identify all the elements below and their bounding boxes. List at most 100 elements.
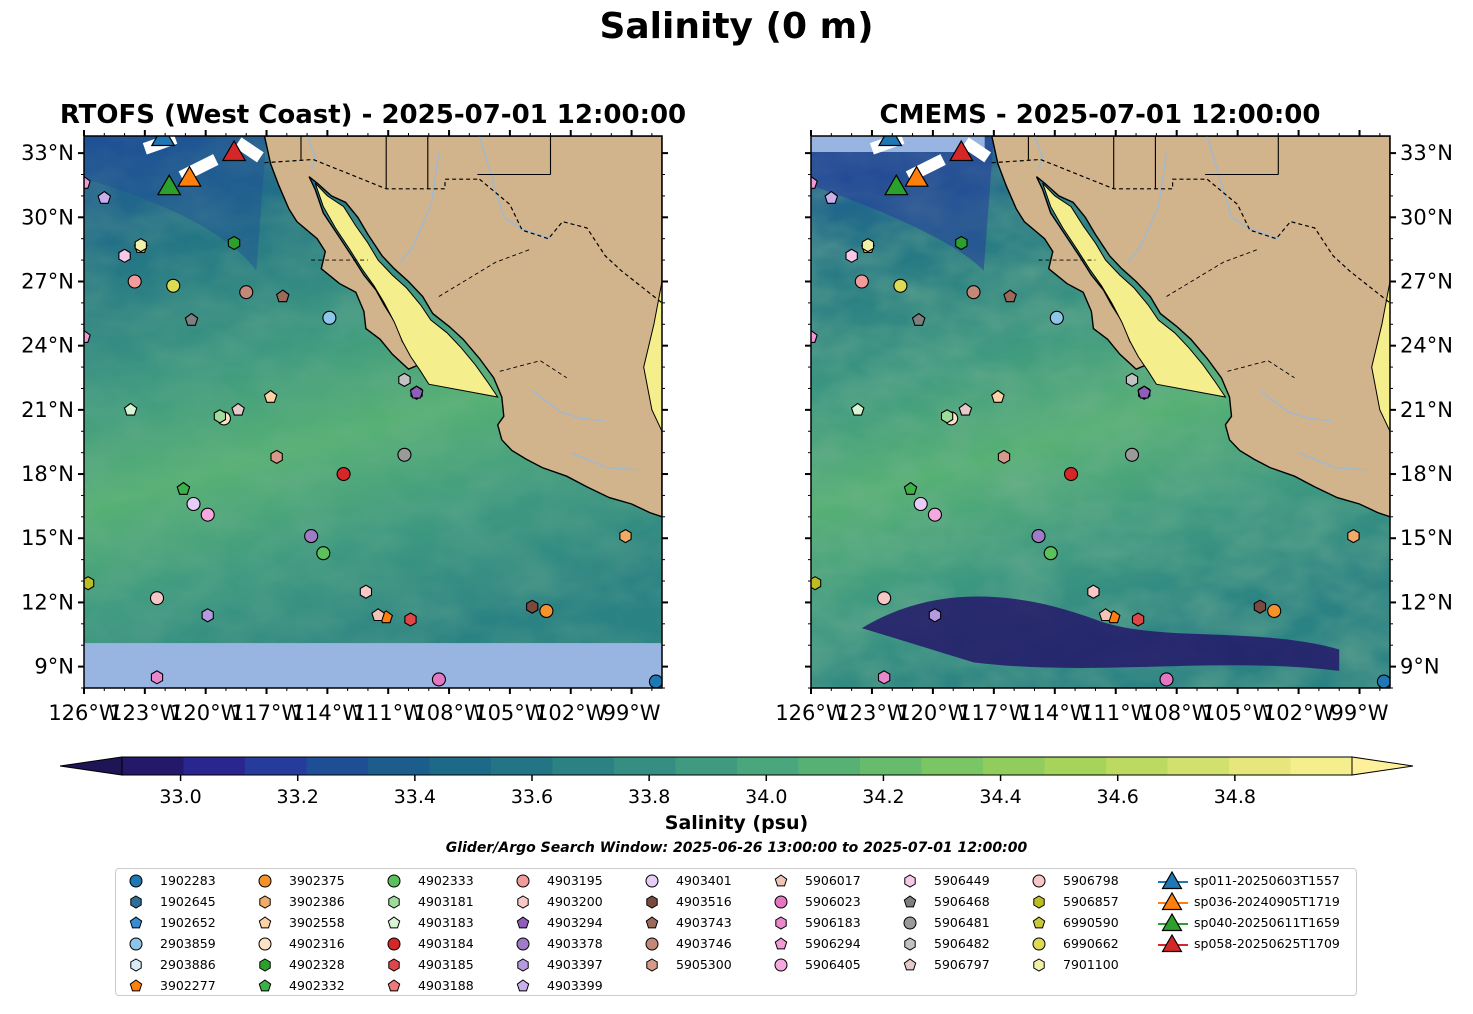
river-line	[478, 136, 551, 240]
river-line	[531, 390, 604, 422]
legend-label: 5906798	[1063, 873, 1119, 888]
gulf-of-california	[314, 182, 499, 398]
legend-label: 4903399	[547, 978, 603, 993]
legend-symbol	[645, 874, 659, 888]
legend-marker-icon	[258, 937, 272, 951]
colorbar-over-arrow	[1351, 756, 1414, 776]
no-data-region	[84, 643, 662, 688]
legend-label: 4903743	[676, 915, 732, 930]
legend-symbol	[517, 958, 529, 972]
legend-marker-icon	[516, 916, 530, 929]
argo-float-marker	[322, 310, 337, 325]
map-frame	[83, 135, 663, 689]
lat-tick-label: 30°N	[1400, 205, 1453, 229]
legend-symbol	[516, 937, 530, 951]
argo-float-marker	[84, 175, 91, 189]
argo-float-marker	[200, 507, 215, 522]
glider-marker	[884, 173, 909, 196]
argo-float-marker	[149, 591, 165, 606]
legend-label: 4903195	[547, 873, 603, 888]
legend-label: 4903184	[418, 936, 474, 951]
argo-float-marker	[336, 466, 351, 482]
argo-float-marker	[966, 285, 981, 300]
legend-marker-icon	[903, 958, 917, 971]
legend-label: 5906183	[805, 915, 861, 930]
colorbar-segment	[122, 757, 185, 775]
legend-label: sp040-20250611T1659	[1194, 915, 1340, 930]
lat-tick-label: 24°N	[21, 334, 74, 358]
glider-marker	[156, 173, 182, 196]
lon-tick-label: 117°W	[958, 701, 1030, 725]
argo-float-marker	[824, 190, 839, 204]
legend-marker-icon	[774, 895, 788, 909]
legend-label: 4903294	[547, 915, 603, 930]
lon-tick-label: 105°W	[474, 701, 546, 725]
legend-symbol	[904, 937, 916, 951]
argo-float-marker	[123, 402, 138, 416]
legend-symbol	[129, 979, 143, 992]
legend-marker-icon	[387, 916, 401, 929]
legend-label: 4903188	[418, 978, 474, 993]
legend-marker-icon	[516, 874, 530, 888]
legend-marker-icon	[646, 895, 658, 909]
country-border	[991, 158, 1208, 190]
lon-tick-label: 117°W	[231, 701, 303, 725]
colorbar-segment	[245, 757, 308, 775]
legend-triangle	[1161, 913, 1183, 932]
glider-marker	[877, 136, 903, 147]
argo-float-marker	[1031, 529, 1046, 544]
lat-tick-label: 33°N	[1400, 141, 1453, 165]
argo-float-marker	[1253, 599, 1267, 614]
argo-float-marker	[958, 402, 973, 416]
legend-marker-icon	[129, 937, 143, 951]
lon-tick-label: 99°W	[603, 701, 661, 725]
argo-float-marker	[811, 175, 818, 189]
argo-float-marker	[648, 674, 662, 688]
colorbar-tick-label: 34.8	[1214, 786, 1256, 808]
lat-tick-label: 27°N	[21, 269, 74, 293]
lat-tick-label: 12°N	[21, 590, 74, 614]
lat-tick-label: 9°N	[1400, 655, 1440, 679]
legend-symbol	[387, 916, 401, 929]
legend-label: sp011-20250603T1557	[1194, 873, 1340, 888]
colorbar-segment	[860, 757, 923, 775]
glider-marker	[904, 165, 929, 187]
legend-symbol	[774, 895, 788, 909]
land-mexico	[991, 136, 1390, 518]
legend-symbol	[646, 895, 658, 909]
legend-symbol	[645, 937, 659, 951]
legend-symbol	[259, 958, 271, 972]
legend-symbol	[1032, 937, 1046, 951]
argo-float-marker	[913, 496, 928, 512]
legend-marker-icon	[1158, 913, 1188, 932]
colorbar-tick-label: 33.4	[394, 786, 436, 808]
lon-tick-label: 111°W	[1080, 701, 1152, 725]
figure-title: Salinity (0 m)	[599, 6, 874, 47]
argo-float-marker	[97, 190, 112, 204]
argo-float-marker	[903, 481, 918, 495]
argo-float-marker	[231, 402, 245, 416]
legend-symbol	[1033, 895, 1045, 909]
argo-float-marker	[997, 449, 1011, 465]
state-border	[1166, 248, 1259, 297]
argo-float-marker	[213, 409, 227, 424]
lon-tick-label: 108°W	[413, 701, 485, 725]
argo-float-marker	[619, 528, 632, 544]
legend-marker-icon	[130, 895, 142, 909]
legend-marker-icon	[1032, 874, 1046, 888]
argo-float-marker	[539, 603, 554, 619]
lon-tick-label: 126°W	[775, 701, 847, 725]
colorbar-segment	[675, 757, 738, 775]
legend-label: 5906797	[934, 957, 990, 972]
argo-float-marker	[239, 285, 254, 300]
colorbar-segment	[1106, 757, 1169, 775]
lat-tick-label: 18°N	[1400, 462, 1453, 486]
legend-symbol	[129, 874, 143, 888]
argo-float-marker	[927, 507, 942, 522]
colorbar-tick-label: 34.0	[745, 786, 787, 808]
legend-marker-icon	[1033, 958, 1045, 972]
legend-symbol	[258, 937, 272, 951]
argo-float-marker	[316, 546, 331, 561]
argo-float-marker	[184, 312, 199, 326]
argo-float-marker	[1124, 447, 1140, 462]
